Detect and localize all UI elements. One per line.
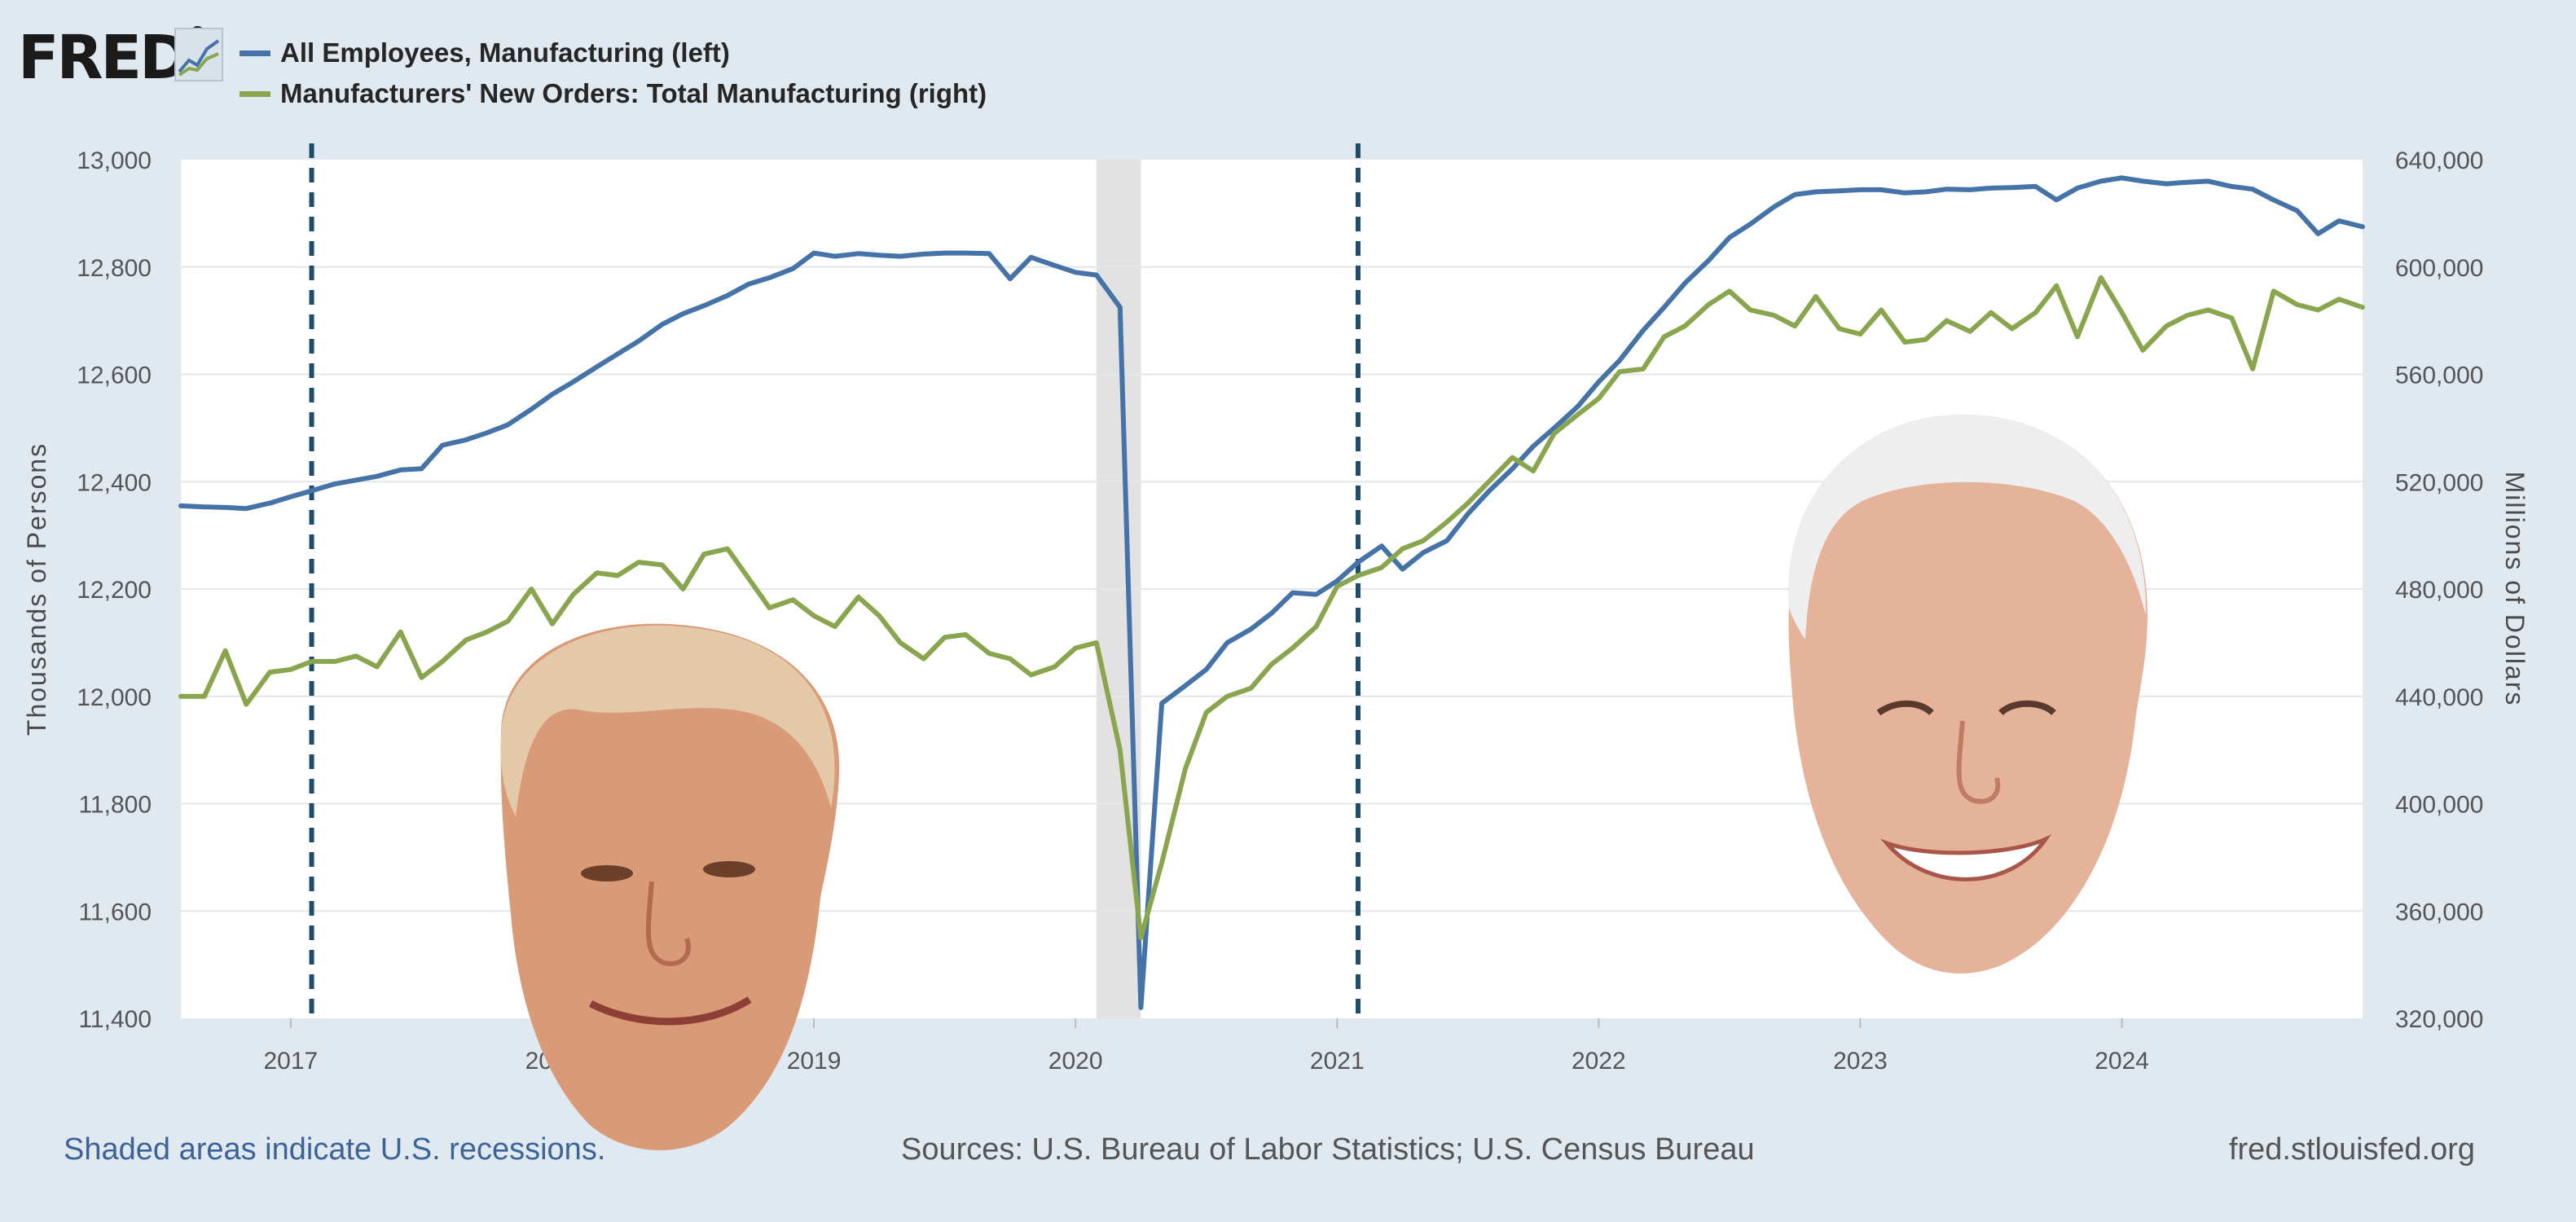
- y-tick-left: 12,200: [77, 577, 152, 604]
- y-tick-right: 320,000: [2395, 1006, 2483, 1033]
- line-chart-icon: [174, 28, 223, 81]
- source-text: Sources: U.S. Bureau of Labor Statistics…: [901, 1132, 1755, 1167]
- y-tick-right: 560,000: [2395, 363, 2483, 389]
- y-tick-left: 12,400: [77, 469, 152, 496]
- y-tick-right: 440,000: [2395, 684, 2483, 711]
- series-line-new-orders: [178, 275, 2365, 941]
- x-tick-label: 2020: [1048, 1048, 1103, 1075]
- y-tick-left: 13,000: [77, 147, 152, 174]
- y-tick-right: 400,000: [2395, 792, 2483, 819]
- fred-url[interactable]: fred.stlouisfed.org: [2228, 1132, 2475, 1167]
- x-tick-label: 2023: [1833, 1048, 1888, 1075]
- x-tick-label: 2021: [1310, 1048, 1365, 1075]
- y-tick-right: 360,000: [2395, 899, 2483, 925]
- y-tick-right: 640,000: [2395, 147, 2483, 174]
- recession-note[interactable]: Shaded areas indicate U.S. recessions.: [64, 1132, 606, 1167]
- fred-logo[interactable]: FRED®: [18, 23, 209, 93]
- y-axis-left-label: Thousands of Persons: [22, 442, 51, 736]
- y-tick-right: 520,000: [2395, 469, 2483, 496]
- legend-swatch-new-orders: [240, 90, 270, 97]
- y-tick-right: 480,000: [2395, 577, 2483, 604]
- legend-item-new-orders[interactable]: Manufacturers' New Orders: Total Manufac…: [240, 73, 987, 114]
- trump-face-image: [500, 623, 840, 1150]
- legend-label-employees: All Employees, Manufacturing (left): [280, 37, 730, 68]
- x-tick-label: 2022: [1572, 1048, 1626, 1075]
- y-tick-left: 12,600: [77, 363, 152, 389]
- y-tick-left: 11,800: [78, 792, 152, 819]
- x-tick-label: 2017: [263, 1048, 318, 1075]
- legend: All Employees, Manufacturing (left) Manu…: [240, 33, 987, 114]
- legend-label-new-orders: Manufacturers' New Orders: Total Manufac…: [280, 78, 987, 108]
- y-axis-right-label: Millions of Dollars: [2500, 472, 2530, 707]
- fred-logo-text: FRED: [18, 23, 190, 93]
- y-tick-left: 11,400: [78, 1006, 152, 1033]
- y-tick-right: 600,000: [2395, 255, 2483, 282]
- y-tick-left: 12,000: [77, 684, 152, 711]
- series-line-employees: [178, 175, 2365, 1010]
- x-tick-label: 2024: [2095, 1048, 2149, 1075]
- series-layer: [178, 175, 2365, 1010]
- biden-face-image: [1788, 414, 2147, 974]
- axis-layer: 11,400 320,000 11,600 360,000 11,800 400,000 1…: [77, 147, 2483, 1075]
- y-tick-left: 11,600: [78, 899, 152, 925]
- legend-swatch-employees: [240, 50, 270, 56]
- y-tick-left: 12,800: [77, 255, 152, 282]
- legend-item-employees[interactable]: All Employees, Manufacturing (left): [240, 33, 987, 73]
- x-tick-label: 2019: [787, 1048, 842, 1075]
